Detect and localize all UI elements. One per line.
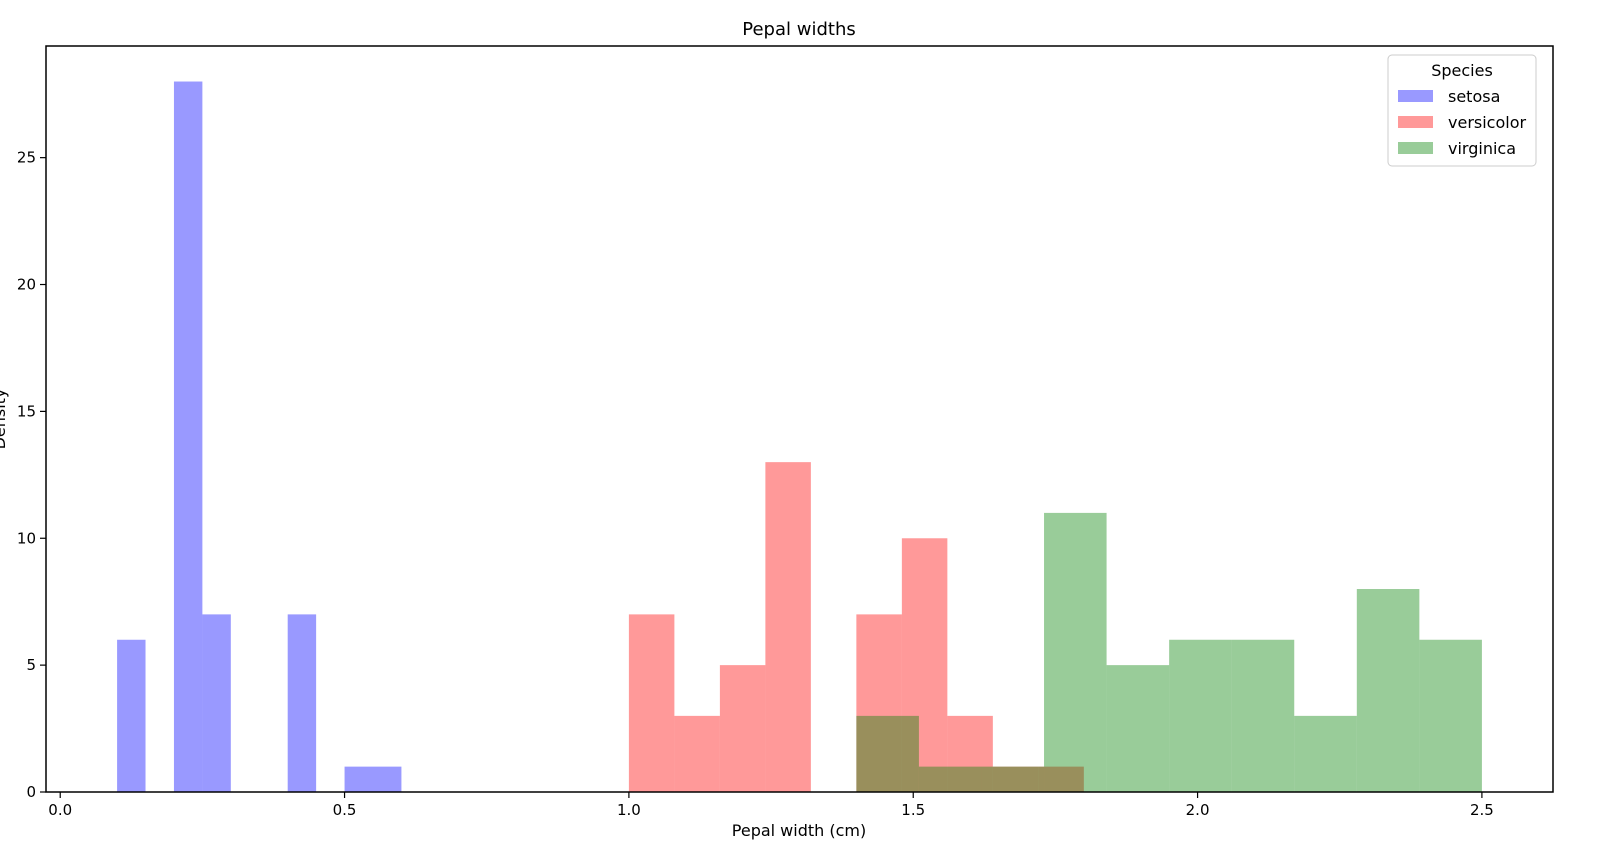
x-tick-label: 0.0 (48, 801, 72, 819)
y-tick-label: 0 (26, 783, 36, 801)
plot-frame (45, 45, 1554, 793)
x-tick-label: 2.0 (1186, 801, 1210, 819)
bar-virginica-7 (1294, 715, 1357, 792)
bar-versicolor-2 (719, 665, 766, 792)
bar-versicolor-5 (856, 614, 902, 792)
bar-versicolor-0 (628, 614, 675, 792)
x-axis-label: Pepal width (cm) (732, 821, 866, 840)
bar-setosa-6 (287, 614, 317, 792)
bar-virginica-5 (1169, 639, 1232, 792)
chart-title: Pepal widths (742, 19, 855, 40)
y-tick-label: 15 (17, 402, 36, 420)
bar-versicolor-6 (901, 538, 948, 792)
y-axis-label: Density (0, 389, 9, 450)
bar-versicolor-9 (1038, 766, 1084, 792)
histogram-bars (117, 81, 1482, 793)
bar-setosa-3 (202, 614, 231, 792)
y-tick-label: 20 (17, 276, 36, 294)
legend-swatch-virginica (1398, 142, 1433, 154)
legend-title: Species (1431, 61, 1493, 80)
legend: Species setosa versicolor virginica (1387, 54, 1537, 167)
bar-versicolor-3 (765, 462, 811, 792)
y-tick-label: 10 (17, 529, 36, 547)
legend-label-virginica: virginica (1448, 139, 1516, 158)
legend-label-setosa: setosa (1448, 87, 1500, 106)
bar-virginica-9 (1419, 639, 1482, 792)
legend-swatch-setosa (1398, 90, 1433, 102)
bar-setosa-2 (173, 81, 203, 793)
legend-frame (1387, 54, 1537, 167)
x-tick-label: 1.5 (901, 801, 925, 819)
bar-setosa-8 (344, 766, 373, 792)
bar-virginica-6 (1231, 639, 1295, 792)
legend-swatch-versicolor (1398, 116, 1433, 128)
x-tick-label: 0.5 (333, 801, 357, 819)
bar-virginica-3 (1044, 512, 1107, 792)
legend-label-versicolor: versicolor (1448, 113, 1526, 132)
x-tick-label: 1.0 (617, 801, 641, 819)
y-tick-label: 5 (26, 656, 36, 674)
bar-virginica-0 (856, 715, 919, 792)
bar-virginica-2 (981, 766, 1045, 792)
legend-entries: setosa versicolor virginica (1398, 87, 1526, 158)
y-axis: 0 5 10 15 20 25 (17, 149, 46, 801)
y-tick-label: 25 (17, 149, 36, 167)
bar-setosa-9 (372, 766, 402, 792)
bar-virginica-4 (1106, 665, 1170, 792)
x-axis: 0.0 0.5 1.0 1.5 2.0 2.5 (48, 792, 1494, 819)
bar-versicolor-1 (674, 715, 720, 792)
bar-virginica-1 (918, 766, 982, 792)
bar-setosa-0 (117, 639, 146, 792)
bar-versicolor-8 (992, 766, 1039, 792)
bar-versicolor-7 (947, 715, 993, 792)
x-tick-label: 2.5 (1470, 801, 1494, 819)
bar-virginica-8 (1356, 589, 1420, 792)
